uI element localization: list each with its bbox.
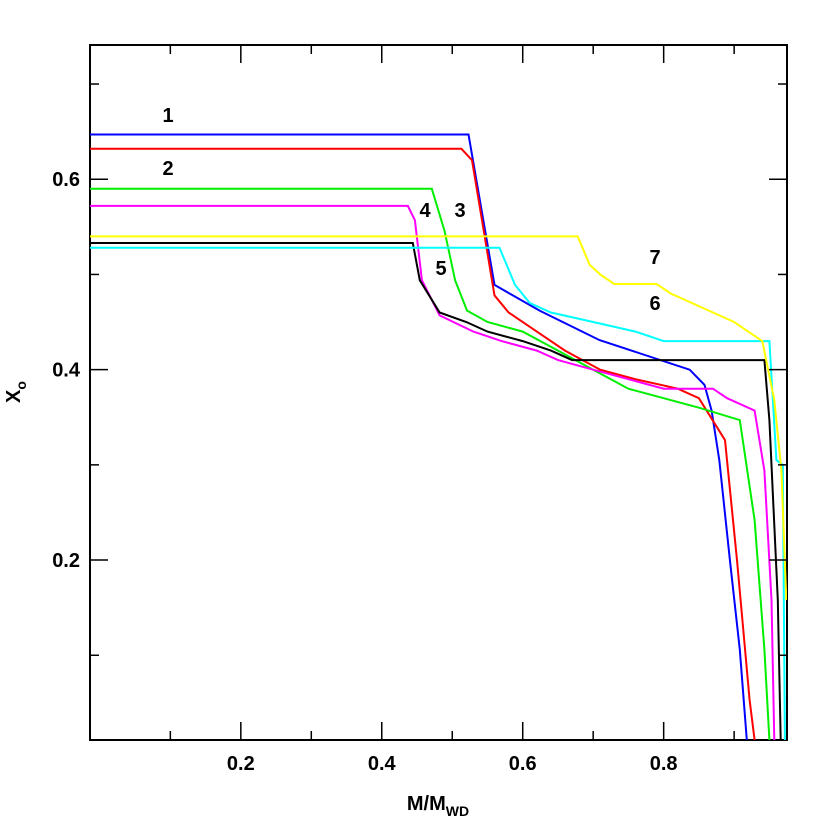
series-line: [90, 147, 756, 740]
series-label: 4: [419, 200, 431, 222]
series-label: 6: [649, 293, 660, 315]
series-line: [90, 246, 786, 740]
x-tick-label: 0.8: [650, 753, 678, 775]
series-line: [90, 242, 782, 740]
y-tick-label: 0.6: [52, 169, 80, 191]
series-line: [90, 235, 787, 601]
lines: [90, 133, 787, 740]
y-tick-label: 0.2: [52, 550, 80, 572]
x-tick-label: 0.6: [509, 753, 537, 775]
series-label: 1: [162, 105, 173, 127]
y-tick-label: 0.4: [52, 360, 81, 382]
x-tick-label: 0.4: [368, 753, 397, 775]
series-line: [90, 133, 748, 740]
series-label: 5: [435, 258, 446, 280]
x-axis-label: M/MWD: [407, 793, 469, 819]
plot-frame: [89, 44, 788, 741]
series-label: 7: [649, 247, 660, 269]
series-label: 2: [162, 158, 173, 180]
x-axis-label-sub: WD: [446, 803, 469, 819]
series-line: [90, 204, 776, 740]
series-label: 3: [454, 200, 465, 222]
x-tick-label: 0.2: [227, 753, 255, 775]
x-axis-label-main: M/M: [407, 793, 446, 815]
y-axis-label-main: X: [3, 389, 25, 403]
y-axis-label-sub: o: [13, 381, 29, 390]
y-axis-label: Xo: [3, 381, 29, 403]
series-line: [90, 187, 771, 740]
